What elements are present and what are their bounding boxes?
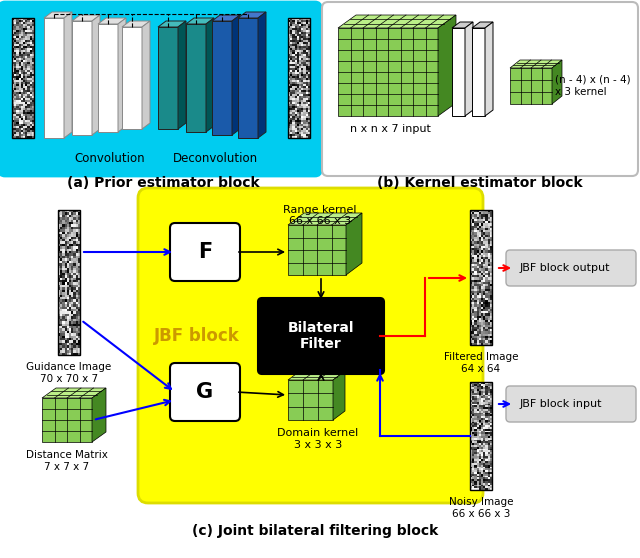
Bar	[12, 18, 34, 138]
Polygon shape	[510, 60, 562, 68]
Polygon shape	[288, 225, 346, 275]
FancyBboxPatch shape	[506, 386, 636, 422]
Polygon shape	[258, 12, 266, 138]
Bar	[288, 18, 310, 138]
Text: x 3 kernel: x 3 kernel	[555, 87, 607, 97]
FancyBboxPatch shape	[170, 363, 240, 421]
Polygon shape	[158, 21, 186, 27]
Polygon shape	[42, 388, 106, 398]
Polygon shape	[72, 15, 100, 21]
Polygon shape	[472, 28, 485, 116]
Polygon shape	[98, 24, 118, 132]
Polygon shape	[92, 15, 100, 135]
Text: F: F	[198, 242, 212, 262]
Text: JBF block: JBF block	[154, 327, 240, 345]
Polygon shape	[238, 18, 258, 138]
Text: 66 x 66 x 3: 66 x 66 x 3	[452, 509, 510, 519]
Polygon shape	[122, 21, 150, 27]
Text: G: G	[196, 382, 214, 402]
Polygon shape	[178, 21, 186, 129]
FancyBboxPatch shape	[322, 2, 638, 176]
Polygon shape	[118, 18, 126, 132]
Polygon shape	[186, 18, 214, 24]
Text: Guidance Image: Guidance Image	[26, 362, 111, 372]
Polygon shape	[142, 21, 150, 129]
Polygon shape	[186, 24, 206, 132]
Text: (a) Prior estimator block: (a) Prior estimator block	[67, 176, 259, 190]
Polygon shape	[44, 18, 64, 138]
Polygon shape	[333, 371, 345, 420]
Polygon shape	[212, 15, 240, 21]
Text: 70 x 70 x 7: 70 x 70 x 7	[40, 374, 98, 384]
Polygon shape	[465, 22, 473, 116]
Text: JBF block input: JBF block input	[520, 399, 602, 409]
Text: 64 x 64: 64 x 64	[461, 364, 500, 374]
Polygon shape	[346, 213, 362, 275]
Polygon shape	[72, 21, 92, 135]
Text: (c) Joint bilateral filtering block: (c) Joint bilateral filtering block	[192, 524, 438, 538]
Polygon shape	[92, 388, 106, 442]
Polygon shape	[232, 15, 240, 135]
Text: (n - 4) x (n - 4): (n - 4) x (n - 4)	[555, 75, 630, 85]
Text: n x n x 7 input: n x n x 7 input	[349, 124, 431, 134]
Text: 7 x 7 x 7: 7 x 7 x 7	[44, 462, 90, 472]
Polygon shape	[485, 22, 493, 116]
Text: Distance Matrix: Distance Matrix	[26, 450, 108, 460]
FancyBboxPatch shape	[170, 223, 240, 281]
Polygon shape	[338, 15, 456, 28]
Polygon shape	[510, 68, 552, 104]
Polygon shape	[472, 22, 493, 28]
Text: Deconvolution: Deconvolution	[172, 152, 257, 165]
Polygon shape	[158, 27, 178, 129]
Text: (b) Kernel estimator block: (b) Kernel estimator block	[377, 176, 583, 190]
FancyBboxPatch shape	[138, 188, 483, 503]
Polygon shape	[288, 380, 333, 420]
Polygon shape	[338, 28, 438, 116]
Polygon shape	[44, 12, 72, 18]
Text: 66 x 66 x 3: 66 x 66 x 3	[289, 216, 351, 226]
Text: Filtered Image: Filtered Image	[444, 352, 518, 362]
Polygon shape	[212, 21, 232, 135]
Polygon shape	[238, 12, 266, 18]
Polygon shape	[42, 398, 92, 442]
Text: Convolution: Convolution	[75, 152, 145, 165]
Text: Range kernel: Range kernel	[284, 205, 356, 215]
Text: JBF block output: JBF block output	[520, 263, 611, 273]
FancyBboxPatch shape	[258, 298, 384, 374]
Bar	[470, 210, 492, 345]
Bar	[470, 382, 492, 490]
Polygon shape	[122, 27, 142, 129]
FancyBboxPatch shape	[506, 250, 636, 286]
Polygon shape	[452, 28, 465, 116]
Text: Noisy Image: Noisy Image	[449, 497, 513, 507]
Polygon shape	[288, 371, 345, 380]
Polygon shape	[64, 12, 72, 138]
FancyBboxPatch shape	[0, 2, 321, 176]
Polygon shape	[452, 22, 473, 28]
Bar	[58, 210, 80, 355]
Text: Bilateral
Filter: Bilateral Filter	[288, 321, 355, 351]
Polygon shape	[438, 15, 456, 116]
Polygon shape	[98, 18, 126, 24]
Polygon shape	[552, 60, 562, 104]
Polygon shape	[288, 213, 362, 225]
Polygon shape	[206, 18, 214, 132]
Text: 3 x 3 x 3: 3 x 3 x 3	[294, 440, 342, 450]
Text: Domain kernel: Domain kernel	[277, 428, 358, 438]
